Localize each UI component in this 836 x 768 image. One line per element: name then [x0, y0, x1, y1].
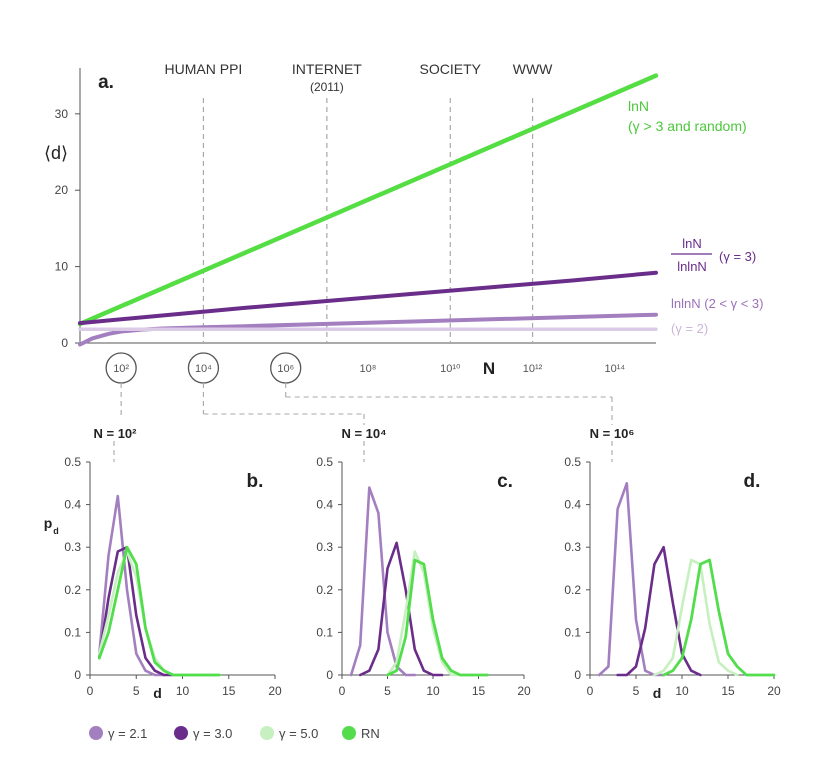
y-tick-label: 0.5: [564, 455, 581, 469]
y-tick-label: 0: [574, 668, 581, 682]
legend-swatch-rn: [342, 726, 356, 740]
x-tick-label: 5: [384, 684, 391, 698]
y-tick-label: 0.4: [64, 498, 81, 512]
series-line-rn: [662, 558, 776, 677]
panel-label: a.: [98, 72, 114, 93]
y-axis-label: p: [44, 515, 53, 531]
x-tick-label: 0: [587, 684, 594, 698]
series-line-g21: [349, 486, 417, 677]
series-line-g50: [653, 558, 739, 677]
y-tick-label: 0.3: [564, 540, 581, 554]
x-tick-label: 15: [721, 684, 735, 698]
y-tick-label: 0: [326, 668, 333, 682]
series-line-g50: [98, 550, 221, 677]
y-tick-label: 0.2: [64, 583, 81, 597]
y-tick-label: 0.2: [564, 583, 581, 597]
x-tick-label: 10²: [113, 363, 129, 375]
x-tick-label: 20: [268, 684, 282, 698]
x-tick-label: 15: [222, 684, 236, 698]
legend-swatch-g30: [174, 726, 188, 740]
y-tick-label: 0: [74, 668, 81, 682]
y-tick-label: 0.1: [316, 625, 333, 639]
series-label-lnlnN: lnlnN (2 < γ < 3): [671, 296, 764, 311]
x-tick-label: 5: [633, 684, 640, 698]
panel-label: d.: [744, 471, 761, 492]
x-tick-label: 10¹⁰: [440, 363, 461, 375]
x-tick-label: 0: [339, 684, 346, 698]
y-axis-label: ⟨d⟩: [44, 143, 68, 163]
series-line-lnln_g3: [78, 270, 658, 326]
legend-label-rn: RN: [361, 726, 380, 741]
series-line-g30: [616, 545, 702, 677]
legend-label-g30: γ = 3.0: [193, 726, 232, 741]
reference-label: WWW: [513, 61, 553, 77]
panel-title: N = 10⁶: [590, 426, 635, 441]
y-tick-label: 30: [55, 107, 69, 121]
series-line-rn: [97, 545, 221, 677]
x-tick-label: 10: [426, 684, 440, 698]
legend-label-g50: γ = 5.0: [279, 726, 318, 741]
reference-label: SOCIETY: [420, 61, 482, 77]
x-tick-label: 10¹⁴: [605, 363, 626, 375]
y-tick-label: 0.4: [316, 498, 333, 512]
y-tick-label: 10: [55, 260, 69, 274]
reference-label: INTERNET: [292, 61, 362, 77]
y-tick-label: 0.4: [564, 498, 581, 512]
legend-label-g21: γ = 2.1: [108, 726, 147, 741]
legend: γ = 2.1 γ = 3.0 γ = 5.0 RN: [89, 726, 380, 741]
reference-sublabel: (2011): [310, 80, 344, 94]
x-axis-label: d: [153, 685, 162, 701]
legend-swatch-g50: [260, 726, 274, 740]
series-line-g30: [98, 545, 175, 677]
x-tick-label: 10⁶: [277, 363, 294, 375]
x-tick-label: 10⁸: [360, 363, 377, 375]
y-tick-label: 0: [61, 336, 68, 350]
y-tick-label: 20: [55, 183, 69, 197]
x-axis-label: d: [653, 685, 662, 701]
series-label-lnln-g3-suffix: (γ = 3): [719, 249, 756, 264]
y-tick-label: 0.5: [316, 455, 333, 469]
series-line-lnlnN: [78, 312, 658, 347]
y-tick-label: 0.1: [64, 625, 81, 639]
y-tick-label: 0.5: [64, 455, 81, 469]
panel-label: c.: [497, 471, 513, 492]
panel-a: 0 10 20 30 ⟨d⟩ a. HUMAN PPI INTERNET (2011) SOCIE…: [44, 61, 764, 384]
panel-connectors: [113, 383, 613, 462]
x-tick-label: 10¹²: [523, 363, 543, 375]
panel-title: N = 10⁴: [341, 426, 386, 441]
series-label-lnln-g3-denominator: lnlnN: [677, 259, 707, 274]
panel-title: N = 10²: [94, 426, 138, 441]
series-line-g30: [358, 541, 444, 677]
reference-label: HUMAN PPI: [165, 61, 243, 77]
series-line-g21: [597, 482, 665, 677]
series-label-lnN: lnN: [628, 98, 649, 114]
x-tick-label: 10⁴: [195, 363, 212, 375]
x-axis-label: N: [483, 359, 495, 378]
series-label-g2: (γ = 2): [671, 321, 708, 336]
series-label-lnN-note: (γ > 3 and random): [628, 118, 747, 134]
series-line-lnN: [77, 73, 659, 327]
x-tick-label: 5: [133, 684, 140, 698]
x-tick-label: 0: [87, 684, 94, 698]
panel-c: 0 0.1 0.2 0.3 0.4 0.5 0 5 10 15 20 N = 10⁴ c.: [316, 426, 531, 698]
x-tick-label: 10: [176, 684, 190, 698]
panel-label: b.: [247, 471, 264, 492]
x-tick-label: 20: [767, 684, 781, 698]
y-axis-label-subscript: d: [53, 526, 59, 536]
series-line-g21: [98, 494, 166, 677]
x-tick-label: 10: [675, 684, 689, 698]
y-tick-label: 0.3: [64, 540, 81, 554]
legend-swatch-g21: [89, 726, 103, 740]
y-tick-label: 0.3: [316, 540, 333, 554]
x-tick-label: 20: [517, 684, 531, 698]
x-tick-label: 15: [472, 684, 486, 698]
y-tick-label: 0.1: [564, 625, 581, 639]
series-line-rn: [386, 558, 489, 677]
series-label-lnln-g3-numerator: lnN: [682, 236, 702, 251]
panel-d: 0 0.1 0.2 0.3 0.4 0.5 0 5 10 15 20 N = 10⁶ d. d: [564, 426, 781, 701]
y-tick-label: 0.2: [316, 583, 333, 597]
